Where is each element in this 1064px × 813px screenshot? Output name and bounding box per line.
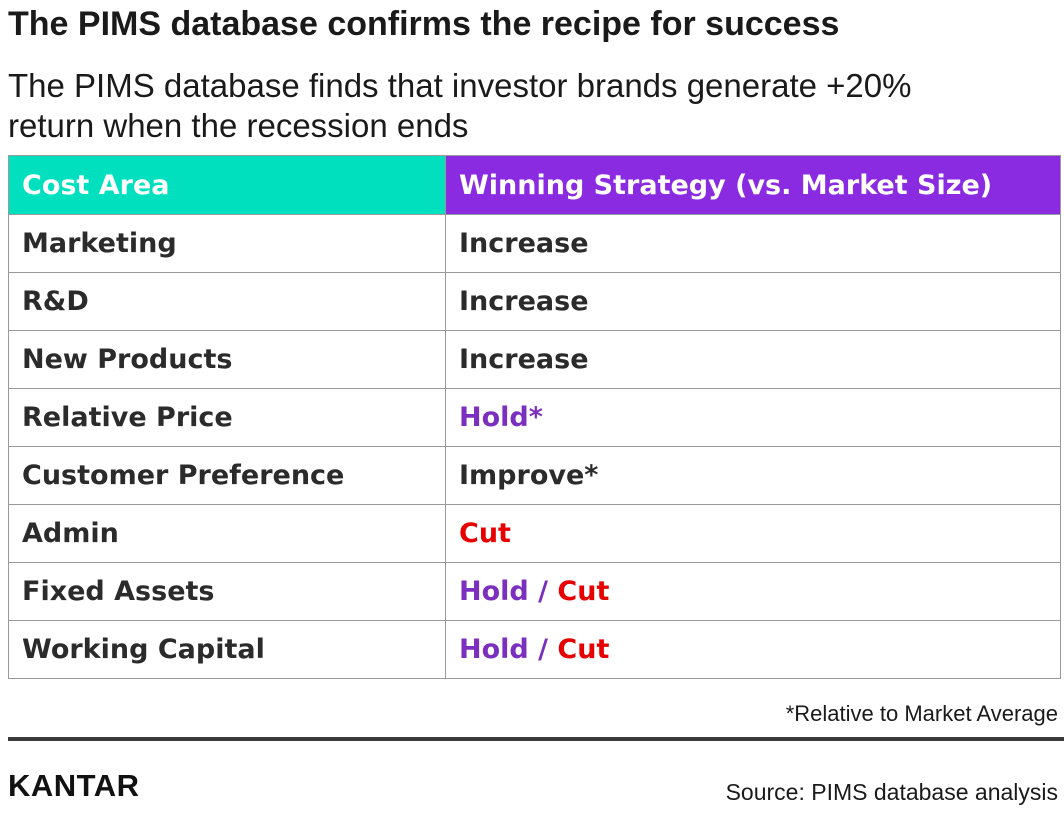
header-cost-area: Cost Area — [8, 155, 446, 215]
strategy-text: Increase — [459, 286, 589, 317]
page-subtitle: The PIMS database finds that investor br… — [8, 66, 1048, 146]
table-row: Customer Preference Improve* — [8, 446, 1061, 505]
strategy-text: Hold — [459, 634, 529, 665]
cost-area-cell: New Products — [8, 330, 446, 389]
strategy-table: Cost Area Winning Strategy (vs. Market S… — [8, 155, 1061, 679]
strategy-text: Hold — [459, 576, 529, 607]
table-row: Admin Cut — [8, 504, 1061, 563]
strategy-text: Cut — [557, 576, 610, 607]
cost-area-cell: Working Capital — [8, 620, 446, 679]
strategy-text: Increase — [459, 344, 589, 375]
divider — [8, 737, 1064, 741]
table-row: Fixed Assets Hold / Cut — [8, 562, 1061, 621]
strategy-text: Cut — [459, 518, 511, 549]
strategy-text: Increase — [459, 228, 589, 259]
page-title: The PIMS database confirms the recipe fo… — [8, 5, 840, 43]
strategy-cell: Increase — [445, 330, 1061, 389]
strategy-cell: Cut — [445, 504, 1061, 563]
strategy-text: Improve* — [459, 460, 599, 491]
table-header-row: Cost Area Winning Strategy (vs. Market S… — [8, 155, 1061, 215]
strategy-text: / — [528, 634, 558, 665]
cost-area-cell: Fixed Assets — [8, 562, 446, 621]
source-note: Source: PIMS database analysis — [725, 779, 1058, 805]
strategy-cell: Increase — [445, 272, 1061, 331]
table-row: New Products Increase — [8, 330, 1061, 389]
subtitle-line-2: return when the recession ends — [8, 107, 469, 144]
cost-area-cell: Relative Price — [8, 388, 446, 447]
strategy-cell: Hold / Cut — [445, 562, 1061, 621]
table-body: Marketing Increase R&D Increase New Products… — [8, 214, 1061, 679]
strategy-text: Cut — [557, 634, 610, 665]
kantar-logo: KANTAR — [8, 768, 140, 803]
strategy-text: Hold* — [459, 402, 543, 433]
footnote: *Relative to Market Average — [785, 701, 1058, 726]
header-winning-strategy: Winning Strategy (vs. Market Size) — [445, 155, 1061, 215]
table-row: Working Capital Hold / Cut — [8, 620, 1061, 679]
cost-area-cell: Marketing — [8, 214, 446, 273]
strategy-cell: Increase — [445, 214, 1061, 273]
table-row: R&D Increase — [8, 272, 1061, 331]
table-row: Relative Price Hold* — [8, 388, 1061, 447]
strategy-text: / — [528, 576, 558, 607]
cost-area-cell: Customer Preference — [8, 446, 446, 505]
strategy-cell: Hold / Cut — [445, 620, 1061, 679]
cost-area-cell: R&D — [8, 272, 446, 331]
strategy-cell: Improve* — [445, 446, 1061, 505]
subtitle-line-1: The PIMS database finds that investor br… — [8, 67, 912, 104]
table-row: Marketing Increase — [8, 214, 1061, 273]
strategy-cell: Hold* — [445, 388, 1061, 447]
cost-area-cell: Admin — [8, 504, 446, 563]
